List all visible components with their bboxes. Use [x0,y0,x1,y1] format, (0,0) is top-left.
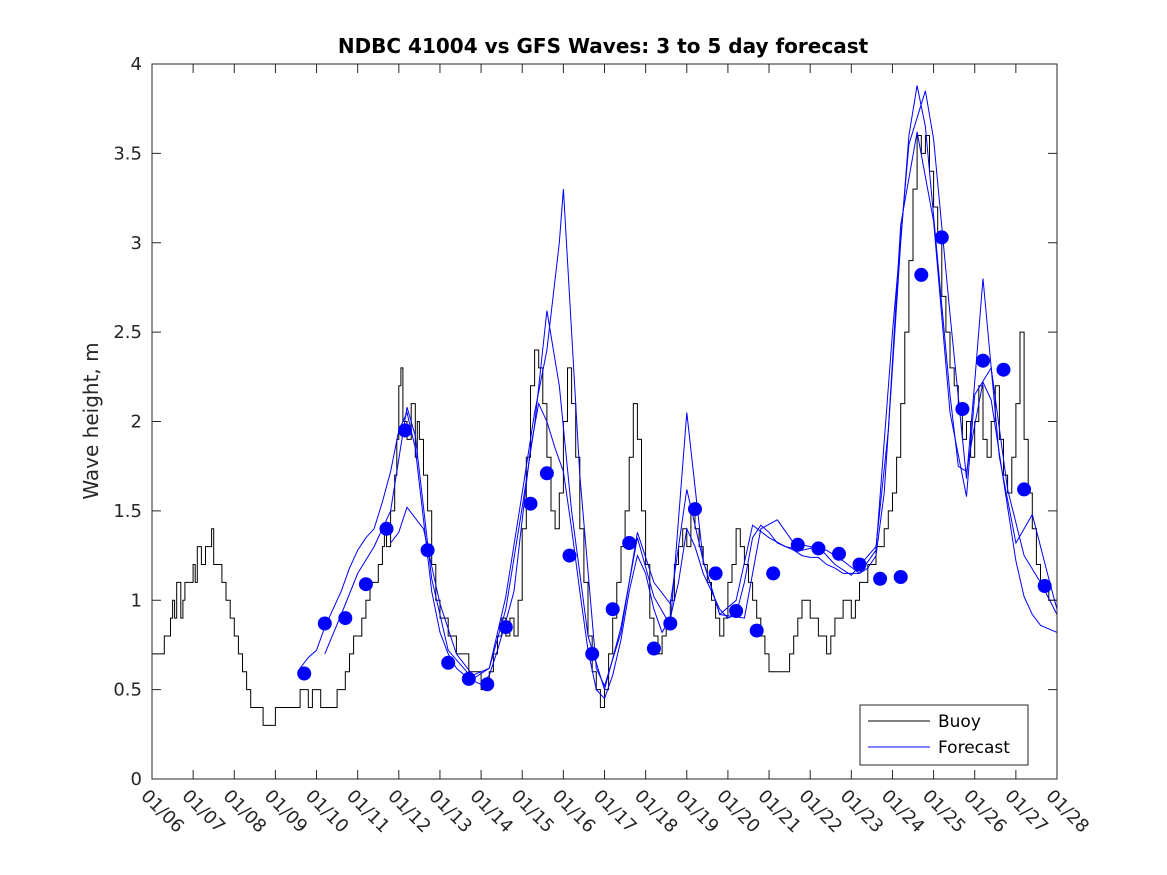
forecast-point-1 [317,616,332,631]
forecast-point-20 [708,566,723,581]
y-tick-label-1: 0.5 [113,680,142,701]
forecast-point-11 [523,496,538,511]
forecast-point-15 [605,602,620,617]
forecast-line-3 [390,90,1058,688]
y-tick-label-2: 1 [131,590,142,611]
y-tick-label-4: 2 [131,412,142,433]
forecast-point-17 [646,641,661,656]
forecast-point-18 [663,616,678,631]
forecast-point-3 [358,577,373,592]
forecast-point-31 [934,230,949,245]
forecast-point-14 [585,646,600,661]
forecast-point-8 [461,671,476,686]
forecast-point-27 [852,557,867,572]
forecast-point-13 [562,548,577,563]
legend-forecast-label: Forecast [938,738,1010,758]
y-tick-label-0: 0 [131,769,142,790]
forecast-line-2 [324,131,1058,692]
forecast-point-6 [420,543,435,558]
forecast-point-0 [297,666,312,681]
forecast-point-23 [766,566,781,581]
legend-buoy-label: Buoy [938,712,981,732]
forecast-point-2 [338,611,353,626]
forecast-point-16 [622,536,637,550]
marker-layer [297,230,1052,692]
forecast-point-5 [398,423,412,438]
y-tick-label-6: 3 [131,233,142,254]
forecast-point-28 [873,571,888,586]
forecast-point-32 [955,402,970,416]
forecast-point-25 [811,541,826,556]
forecast-point-12 [539,466,554,481]
forecast-point-33 [976,353,990,368]
y-tick-label-8: 4 [131,54,142,75]
forecast-point-26 [832,546,846,561]
forecast-point-19 [688,502,702,517]
forecast-point-21 [729,604,744,618]
forecast-point-29 [893,570,908,584]
forecast-point-4 [379,521,394,536]
y-tick-label-3: 1.5 [113,501,142,522]
forecast-point-36 [1037,579,1052,593]
legend-box [859,704,1029,766]
forecast-point-22 [749,623,764,638]
forecast-point-30 [914,267,929,282]
forecast-point-34 [996,362,1011,377]
chart-title: NDBC 41004 vs GFS Waves: 3 to 5 day fore… [338,34,869,58]
forecast-point-35 [1017,482,1032,497]
y-tick-label-7: 3.5 [113,143,142,164]
legend: Buoy Forecast [859,704,1029,766]
y-axis-label: Wave height, m [79,342,103,499]
forecast-point-24 [790,537,805,552]
y-tick-label-5: 2.5 [113,322,142,343]
forecast-point-10 [498,620,513,635]
forecast-point-9 [480,677,495,692]
forecast-point-7 [441,655,456,670]
